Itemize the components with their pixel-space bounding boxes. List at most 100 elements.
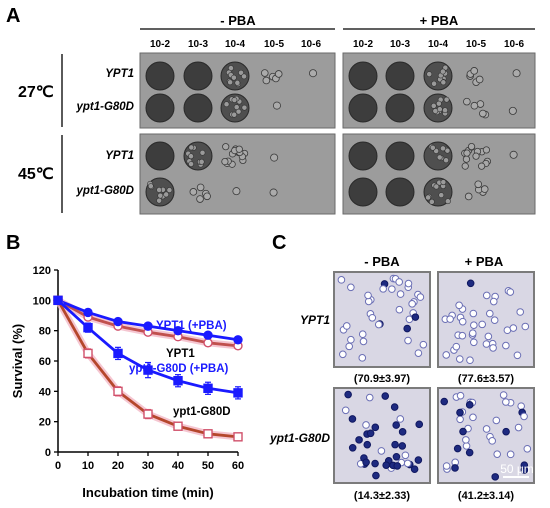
colony	[241, 104, 248, 111]
cell	[459, 427, 467, 436]
cell	[455, 301, 463, 310]
colony-spot	[385, 61, 415, 91]
dilution-headers-left: 10-2 10-3 10-4 10-5 10-6	[150, 39, 321, 50]
micro-strain-label-ypt1-g80d: ypt1-G80D	[269, 431, 330, 445]
colony	[188, 144, 195, 151]
cell	[371, 423, 380, 432]
colony	[442, 107, 448, 114]
colony	[462, 155, 471, 163]
colony	[189, 188, 198, 196]
cell	[347, 335, 355, 344]
colony	[512, 69, 521, 78]
dilution-label: 10-5	[264, 39, 284, 50]
data-point	[143, 365, 153, 375]
colony-spot	[385, 141, 415, 171]
cell	[440, 397, 449, 406]
cell	[339, 350, 347, 359]
colony	[230, 74, 237, 81]
colony	[227, 79, 234, 86]
cell	[403, 324, 412, 333]
series-label-ypt1-pba: YPT1 (+PBA)	[156, 320, 227, 332]
data-point	[83, 348, 93, 359]
cell	[348, 443, 357, 452]
cell	[391, 440, 399, 449]
colony	[241, 73, 247, 80]
data-point	[203, 429, 213, 439]
colony	[472, 152, 480, 160]
data-point	[83, 322, 93, 333]
cell	[470, 338, 478, 347]
colony	[480, 185, 489, 193]
panel-b-survival-chart: 0 20 40 60 80 100 120 0 10 20 30 40 50 60 Survival (…	[10, 265, 244, 500]
cell	[404, 336, 412, 345]
colony	[233, 104, 240, 111]
data-point	[53, 295, 63, 306]
colony	[221, 157, 229, 166]
colony	[235, 145, 243, 153]
cell	[470, 321, 478, 330]
y-ticks: 0 20 40 60 80 100 120	[33, 265, 58, 459]
colony	[431, 80, 437, 87]
colony	[463, 97, 471, 106]
percent-g80d-plus-pba: (41.2±3.14)	[458, 490, 515, 502]
cell	[396, 290, 405, 298]
colony	[440, 79, 447, 86]
strain-label-ypt1-g80d: ypt1-G80D	[75, 101, 134, 113]
y-tick-label: 0	[45, 447, 51, 459]
cell	[502, 341, 510, 350]
colony	[433, 183, 440, 190]
micro-cells	[337, 274, 532, 481]
dilution-headers-right: 10-2 10-3 10-4 10-5 10-6	[353, 39, 524, 50]
x-tick-label: 20	[112, 460, 124, 472]
cell	[368, 313, 377, 322]
colony-spot	[385, 93, 415, 123]
colony-spot	[145, 61, 175, 91]
colony-spot	[145, 93, 175, 123]
cell	[484, 332, 493, 341]
colony	[260, 69, 269, 77]
chart-series	[53, 295, 243, 442]
colony	[222, 143, 230, 151]
cell	[478, 320, 486, 329]
colony	[231, 111, 238, 118]
colony	[274, 70, 283, 78]
panel-c-microscopy: - PBA + PBA YPT1 ypt1-G80D (70.9±3.97) (…	[269, 254, 535, 502]
colony	[470, 101, 479, 110]
cell	[489, 297, 498, 306]
cell	[469, 309, 478, 318]
cell	[465, 448, 474, 457]
cell	[456, 408, 464, 417]
cell	[520, 412, 528, 421]
colony	[475, 75, 484, 84]
panel-c-label: C	[272, 232, 286, 254]
cell	[410, 465, 419, 473]
cell	[465, 401, 474, 409]
micro-strain-label-ypt1: YPT1	[300, 313, 330, 327]
percent-g80d-minus-pba: (14.3±2.33)	[354, 490, 411, 502]
dilution-label: 10-3	[390, 39, 410, 50]
series-label-ypt1-g80d-pba: ypt1-G80D (+PBA)	[129, 363, 229, 375]
panel-a-label: A	[6, 5, 20, 27]
x-tick-label: 30	[142, 460, 154, 472]
data-point	[83, 307, 93, 318]
colony	[223, 101, 230, 108]
cell	[392, 421, 400, 429]
colony	[440, 145, 446, 152]
colony-spot	[348, 61, 378, 91]
colony	[432, 108, 439, 114]
strain-label-ypt1: YPT1	[105, 68, 134, 80]
cell	[363, 440, 372, 449]
cell	[398, 442, 407, 450]
cell	[377, 447, 386, 455]
colony	[463, 149, 471, 157]
colony-spot	[348, 141, 378, 171]
colony	[430, 102, 437, 109]
series-label-ypt1: YPT1	[166, 348, 195, 360]
colony	[269, 188, 278, 197]
temperature-label-45: 45℃	[18, 166, 54, 183]
colony-spot	[385, 177, 415, 207]
cell	[395, 278, 403, 286]
colony	[443, 157, 449, 164]
cell	[342, 322, 351, 330]
